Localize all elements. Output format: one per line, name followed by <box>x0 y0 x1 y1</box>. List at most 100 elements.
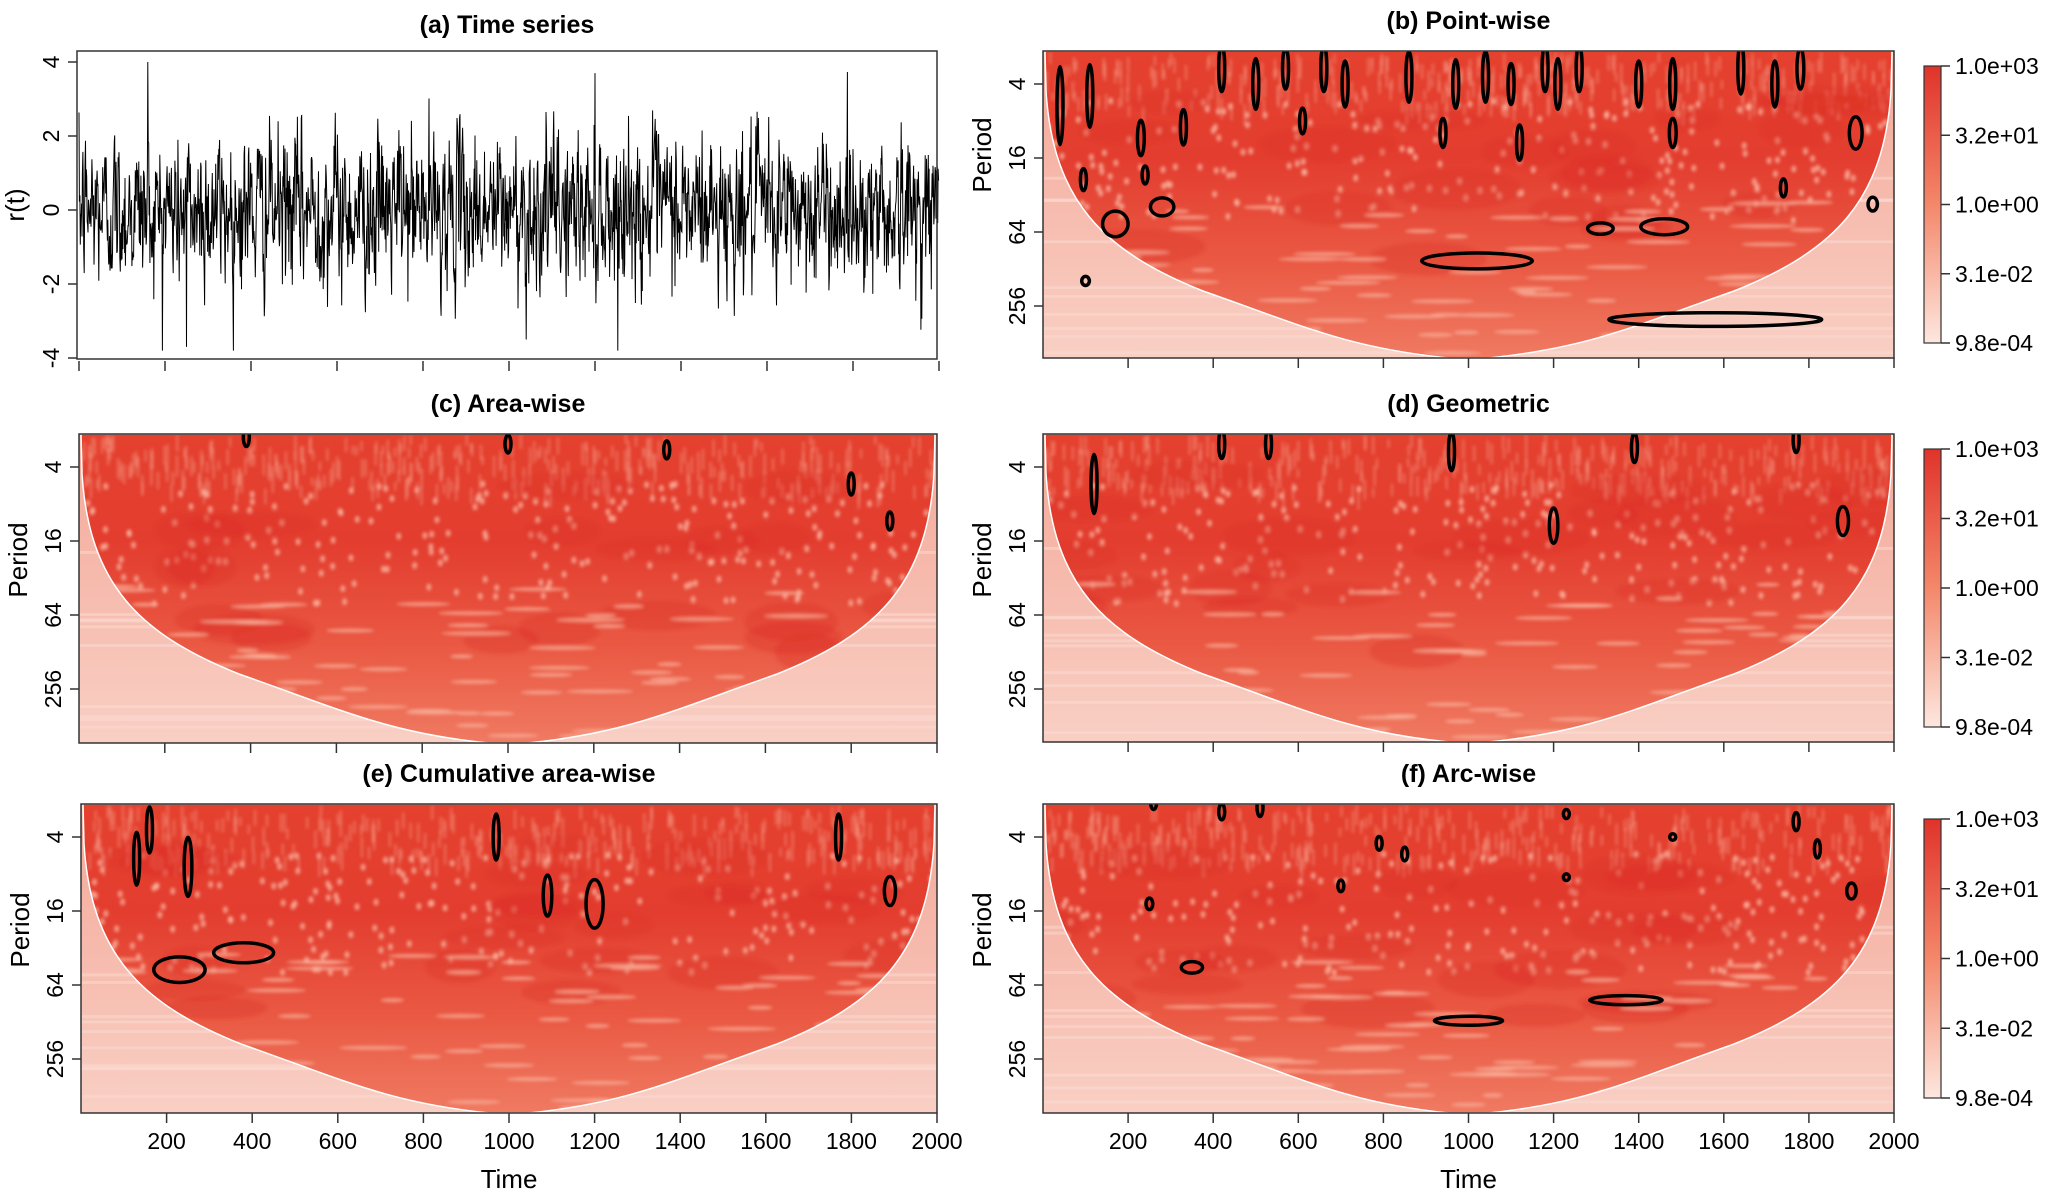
power-streak <box>723 470 726 482</box>
power-spot <box>767 887 773 895</box>
significance-contour <box>1639 217 1690 237</box>
power-streak <box>1435 101 1437 119</box>
power-streak <box>1324 844 1327 858</box>
power-spot <box>1357 553 1363 561</box>
power-spot <box>683 524 689 532</box>
power-streak <box>1605 446 1608 464</box>
power-streak <box>1106 814 1109 830</box>
power-spot <box>735 556 741 564</box>
power-streak <box>309 438 311 454</box>
power-spot <box>1797 568 1803 576</box>
power-streak <box>887 455 890 467</box>
power-streak-horizontal <box>1278 257 1344 262</box>
power-spot <box>160 903 166 911</box>
power-streak <box>1334 842 1337 865</box>
power-spot <box>1781 931 1787 939</box>
x-tick-label: 2000 <box>911 1128 962 1154</box>
power-streak <box>1846 815 1848 828</box>
power-streak <box>609 846 611 859</box>
significance-contour <box>1633 59 1644 109</box>
power-streak <box>1263 99 1265 115</box>
power-streak <box>101 438 103 454</box>
power-streak <box>239 817 242 826</box>
y-tick-label: 64 <box>1004 972 1030 998</box>
power-streak <box>1776 814 1778 823</box>
power-streak <box>784 810 786 827</box>
power-blob <box>668 956 779 990</box>
power-streak <box>1509 822 1512 832</box>
power-streak <box>322 819 325 837</box>
power-streak-horizontal <box>529 672 573 677</box>
power-blob <box>1493 950 1626 989</box>
power-streak <box>1386 56 1389 72</box>
power-spot <box>1267 195 1273 203</box>
power-streak <box>479 845 482 860</box>
power-spot <box>785 552 791 560</box>
power-spot <box>1491 486 1497 494</box>
power-streak <box>1621 82 1623 94</box>
power-streak <box>450 481 453 492</box>
power-streak <box>635 858 638 876</box>
power-streak <box>1262 846 1264 856</box>
power-spot <box>660 495 666 503</box>
power-streak <box>1710 470 1713 483</box>
power-streak <box>1686 77 1689 93</box>
power-streak <box>1163 70 1165 80</box>
power-spot <box>579 560 585 568</box>
power-streak <box>1612 453 1614 463</box>
power-spot <box>272 537 278 545</box>
power-streak <box>440 452 442 470</box>
power-streak <box>371 486 374 501</box>
power-spot <box>477 592 483 600</box>
power-streak <box>654 464 656 483</box>
power-streak <box>1759 74 1762 91</box>
power-streak <box>809 436 812 446</box>
power-streak <box>1292 482 1294 501</box>
power-streak <box>1277 810 1280 830</box>
power-spot <box>1812 580 1818 588</box>
power-streak <box>598 450 600 460</box>
power-spot <box>863 482 869 490</box>
power-streak <box>1307 844 1309 864</box>
power-blob <box>1132 974 1243 995</box>
power-blob <box>1571 474 1710 506</box>
power-streak <box>899 841 902 863</box>
power-streak-horizontal <box>1682 640 1736 645</box>
power-streak <box>885 463 888 483</box>
power-streak <box>1516 452 1518 464</box>
power-spot <box>1723 552 1729 560</box>
power-streak <box>439 816 442 835</box>
power-streak-horizontal <box>1461 651 1488 656</box>
power-spot <box>1765 866 1771 874</box>
significance-contour <box>1791 810 1801 833</box>
power-spot <box>533 498 539 506</box>
power-blob <box>520 834 601 856</box>
power-streak <box>702 449 704 471</box>
power-streak <box>553 822 556 842</box>
colorbar-gradient <box>1923 818 1942 1099</box>
power-streak-horizontal <box>747 1005 773 1010</box>
panel-a-x-ticks <box>78 361 940 371</box>
power-streak <box>1513 837 1515 859</box>
power-streak <box>731 475 734 491</box>
power-streak <box>1673 843 1675 859</box>
power-streak <box>1049 809 1051 818</box>
power-spot <box>1692 556 1698 564</box>
power-spot <box>1730 563 1736 571</box>
power-blob <box>806 878 903 904</box>
power-streak <box>1565 100 1568 117</box>
power-streak <box>1879 60 1881 70</box>
power-streak <box>1775 445 1777 457</box>
power-spot <box>449 859 455 867</box>
power-streak <box>1542 481 1544 495</box>
power-streak <box>627 466 630 489</box>
power-streak <box>1048 478 1051 491</box>
power-streak <box>788 847 790 859</box>
power-streak <box>419 849 422 863</box>
power-streak-horizontal <box>1257 298 1318 303</box>
power-streak <box>851 815 854 833</box>
power-spot <box>1746 930 1752 938</box>
power-streak <box>1361 819 1364 828</box>
power-streak <box>654 453 656 471</box>
